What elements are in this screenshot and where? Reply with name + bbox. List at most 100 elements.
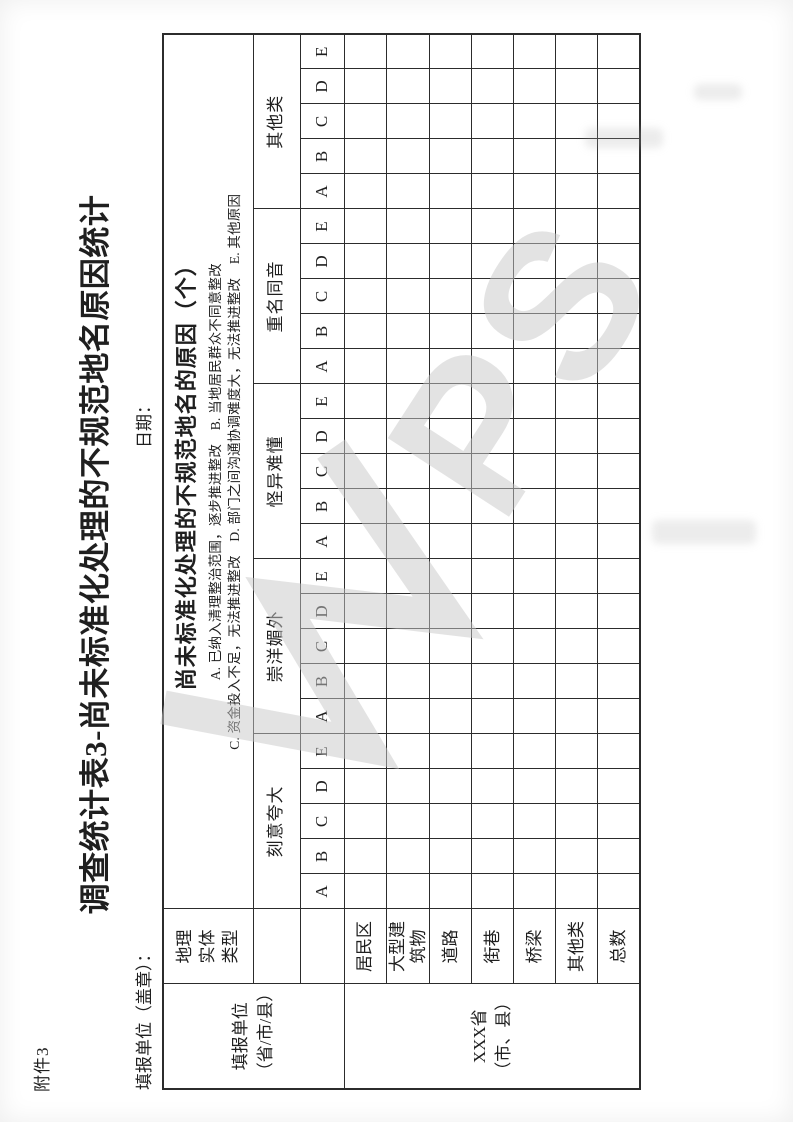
letter-cell: D	[300, 244, 344, 279]
letter-cell: E	[300, 33, 344, 69]
data-cell	[597, 384, 640, 419]
data-cell	[429, 104, 472, 139]
data-cell	[386, 244, 430, 279]
letter-cell: C	[300, 629, 344, 664]
data-cell	[555, 629, 598, 664]
table-row: XXX省（市、县） 居民区	[344, 33, 640, 1089]
letter-cell: B	[300, 489, 344, 524]
data-cell	[386, 559, 430, 594]
data-cell	[597, 33, 640, 69]
letter-cell: A	[300, 349, 344, 384]
data-cell	[513, 734, 556, 769]
data-cell	[597, 139, 640, 174]
data-cell	[429, 33, 472, 69]
data-cell	[386, 279, 430, 314]
data-cell	[555, 874, 598, 909]
data-cell	[471, 699, 514, 734]
data-cell	[471, 489, 514, 524]
survey-table: 填报单位（省/市/县） 地理实体类型 尚未标准化处理的不规范地名的原因（个） A…	[162, 32, 641, 1090]
reason-header-title: 尚未标准化处理的不规范地名的原因（个）	[173, 253, 199, 691]
data-cell	[471, 769, 514, 804]
data-cell	[471, 524, 514, 559]
data-cell	[344, 629, 386, 664]
data-cell	[344, 559, 386, 594]
reporting-unit-stamp-label: 填报单位（盖章）：	[135, 945, 154, 1091]
table-row: 总数	[597, 33, 640, 1089]
data-cell	[555, 699, 598, 734]
entity-type-spacer-cell	[300, 909, 344, 984]
data-cell	[471, 279, 514, 314]
entity-row-label-1: 大型建筑物	[386, 909, 430, 984]
letter-cell: A	[300, 874, 344, 909]
group-header-1: 崇洋媚外	[253, 559, 300, 734]
data-cell	[471, 594, 514, 629]
data-cell	[597, 559, 640, 594]
letter-cell: E	[300, 209, 344, 244]
letter-cell: B	[300, 664, 344, 699]
data-cell	[471, 139, 514, 174]
entity-row-label-6: 总数	[597, 909, 640, 984]
data-cell	[513, 174, 556, 209]
letter-cell: A	[300, 174, 344, 209]
entity-row-label-5: 其他类	[555, 909, 598, 984]
data-cell	[344, 244, 386, 279]
data-cell	[386, 209, 430, 244]
data-cell	[513, 33, 556, 69]
data-cell	[344, 139, 386, 174]
data-cell	[471, 734, 514, 769]
data-cell	[471, 349, 514, 384]
data-cell	[597, 769, 640, 804]
data-cell	[344, 209, 386, 244]
data-cell	[429, 209, 472, 244]
data-cell	[513, 139, 556, 174]
data-cell	[344, 664, 386, 699]
data-cell	[513, 69, 556, 104]
group-header-3: 重名同音	[253, 209, 300, 384]
entity-row-label-text: 总数	[608, 929, 628, 964]
data-cell	[555, 839, 598, 874]
data-cell	[471, 419, 514, 454]
data-cell	[386, 664, 430, 699]
data-cell	[597, 349, 640, 384]
data-cell	[344, 454, 386, 489]
data-cell	[513, 804, 556, 839]
data-cell	[597, 839, 640, 874]
entity-row-label-text: 道路	[440, 929, 460, 964]
letter-cell: E	[300, 734, 344, 769]
data-cell	[429, 839, 472, 874]
data-cell	[471, 104, 514, 139]
entity-row-label-4: 桥梁	[513, 909, 556, 984]
data-cell	[429, 174, 472, 209]
letter-cell: E	[300, 559, 344, 594]
data-cell	[555, 244, 598, 279]
data-cell	[386, 314, 430, 349]
entity-row-label-2: 道路	[429, 909, 472, 984]
data-cell	[597, 244, 640, 279]
data-cell	[429, 664, 472, 699]
table-row: 桥梁	[513, 33, 556, 1089]
data-cell	[555, 33, 598, 69]
entity-type-column-header: 地理实体类型	[163, 909, 253, 984]
data-cell	[597, 419, 640, 454]
letter-cell: A	[300, 699, 344, 734]
reason-legend-line-1: A. 已纳入清理整治范围，逐步推进整改 B. 当地居民群众不同意整改	[207, 263, 223, 681]
data-cell	[471, 454, 514, 489]
data-cell	[344, 419, 386, 454]
data-cell	[429, 454, 472, 489]
data-cell	[513, 769, 556, 804]
reporting-unit-cell-text: XXX省（市、县）	[469, 993, 513, 1079]
data-cell	[344, 839, 386, 874]
data-cell	[555, 279, 598, 314]
data-cell	[513, 349, 556, 384]
table-row: 街巷	[471, 33, 514, 1089]
group-header-2: 怪异难懂	[253, 384, 300, 559]
data-cell	[597, 314, 640, 349]
data-cell	[386, 699, 430, 734]
data-cell	[386, 769, 430, 804]
data-cell	[344, 769, 386, 804]
data-cell	[513, 559, 556, 594]
data-cell	[597, 454, 640, 489]
data-cell	[471, 244, 514, 279]
letter-cell: A	[300, 524, 344, 559]
